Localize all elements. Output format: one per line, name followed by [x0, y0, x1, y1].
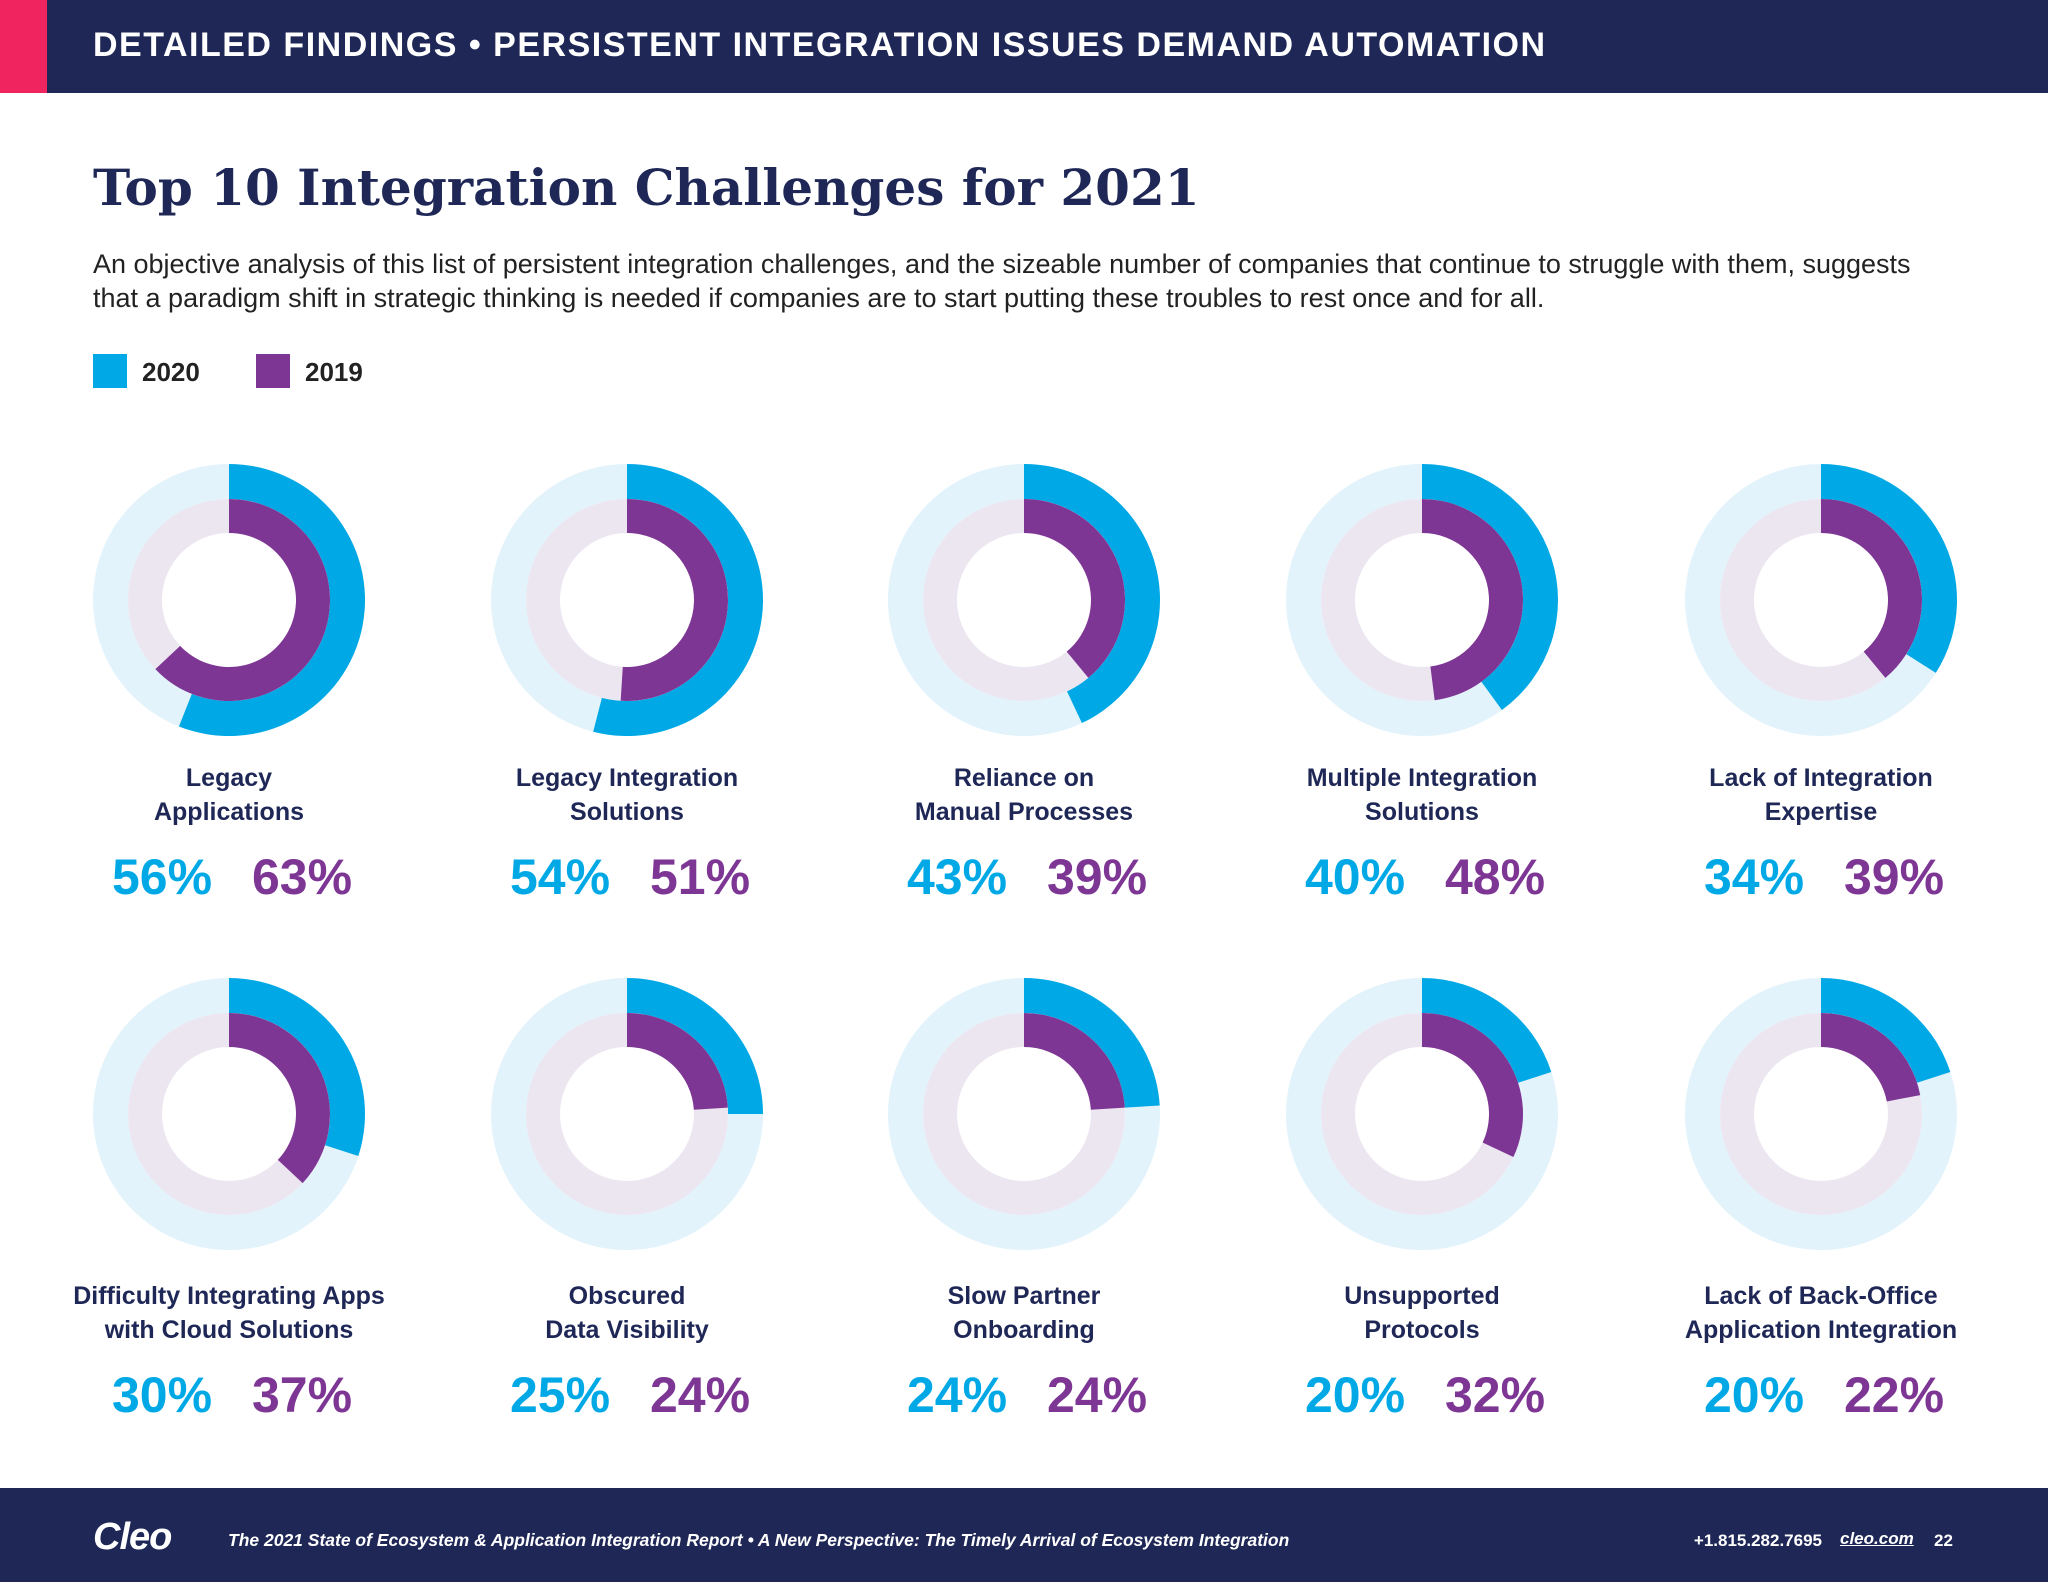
value-label: 39%: [1843, 849, 1945, 905]
value-label: 56%: [111, 849, 213, 905]
donut-arc: [1024, 499, 1125, 678]
value-label: 20%: [1304, 1367, 1406, 1423]
value-label: 40%: [1304, 849, 1406, 905]
value-label: 25%: [509, 1367, 611, 1423]
value-label: 22%: [1843, 1367, 1945, 1423]
chart-label: Obscured Data Visibility: [545, 1282, 709, 1344]
legend-swatch: [256, 354, 290, 388]
value-label: 63%: [251, 849, 353, 905]
value-label: 34%: [1703, 849, 1805, 905]
value-label: 24%: [1046, 1367, 1148, 1423]
footer-website: cleo.com: [1840, 1529, 1914, 1548]
donut-arc: [593, 464, 764, 736]
donut-arc: [229, 978, 366, 1157]
donut-arc: [1821, 1013, 1921, 1102]
value-label: 43%: [906, 849, 1008, 905]
chart-label: Multiple Integration Solutions: [1306, 764, 1538, 826]
legend-label: 2020: [142, 357, 200, 387]
value-label: 48%: [1444, 849, 1546, 905]
chart-label: Lack of Integration Expertise: [1709, 764, 1933, 826]
donut-arc: [1421, 464, 1559, 711]
donut-arc: [627, 1013, 728, 1110]
footer-report: The 2021 State of Ecosystem & Applicatio…: [228, 1530, 1290, 1550]
chart-label: Lack of Back-Office Application Integrat…: [1684, 1282, 1958, 1344]
value-label: 30%: [111, 1367, 213, 1423]
value-label: 20%: [1703, 1367, 1805, 1423]
donut-arc: [627, 978, 763, 1114]
donut-arc: [620, 499, 728, 701]
chart-label: Reliance on Manual Processes: [914, 764, 1134, 826]
donut-arc: [1024, 464, 1160, 724]
page-title: Top 10 Integration Challenges for 2021: [93, 158, 1200, 217]
donut-arc: [155, 499, 330, 701]
chart-label: Legacy Integration Solutions: [515, 764, 739, 826]
subtitle: An objective analysis of this list of pe…: [93, 249, 1911, 313]
value-label: 24%: [906, 1367, 1008, 1423]
value-label: 24%: [649, 1367, 751, 1423]
donut-arc: [1422, 499, 1523, 701]
footer-bar: [0, 1488, 2048, 1582]
page-number: 22: [1934, 1531, 1953, 1550]
footer-phone: +1.815.282.7695: [1693, 1531, 1822, 1550]
value-label: 51%: [649, 849, 751, 905]
value-label: 39%: [1046, 849, 1148, 905]
header-bar: [0, 0, 2048, 93]
donut-arc: [1821, 499, 1922, 678]
donut-arc: [1422, 1013, 1524, 1158]
donut-arc: [1024, 978, 1160, 1108]
donut-arc: [1821, 978, 1951, 1083]
value-label: 54%: [509, 849, 611, 905]
legend-label: 2019: [305, 357, 363, 387]
donut-arc: [178, 464, 365, 736]
legend-swatch: [93, 354, 127, 388]
footer-logo: Cleo: [93, 1516, 172, 1558]
chart-label: Slow Partner Onboarding: [947, 1282, 1101, 1344]
donut-arc: [1024, 1013, 1125, 1110]
chart-label: Difficulty Integrating Apps with Cloud S…: [73, 1282, 385, 1344]
value-label: 32%: [1444, 1367, 1546, 1423]
donut-arc: [229, 1013, 331, 1184]
header-accent: [0, 0, 47, 93]
header-title: DETAILED FINDINGS • PERSISTENT INTEGRATI…: [93, 26, 1547, 64]
chart-label: Legacy Applications: [153, 764, 304, 826]
donut-arc: [1821, 464, 1957, 673]
donut-arc: [1422, 978, 1552, 1083]
value-label: 37%: [251, 1367, 353, 1423]
chart-label: Unsupported Protocols: [1344, 1282, 1500, 1344]
